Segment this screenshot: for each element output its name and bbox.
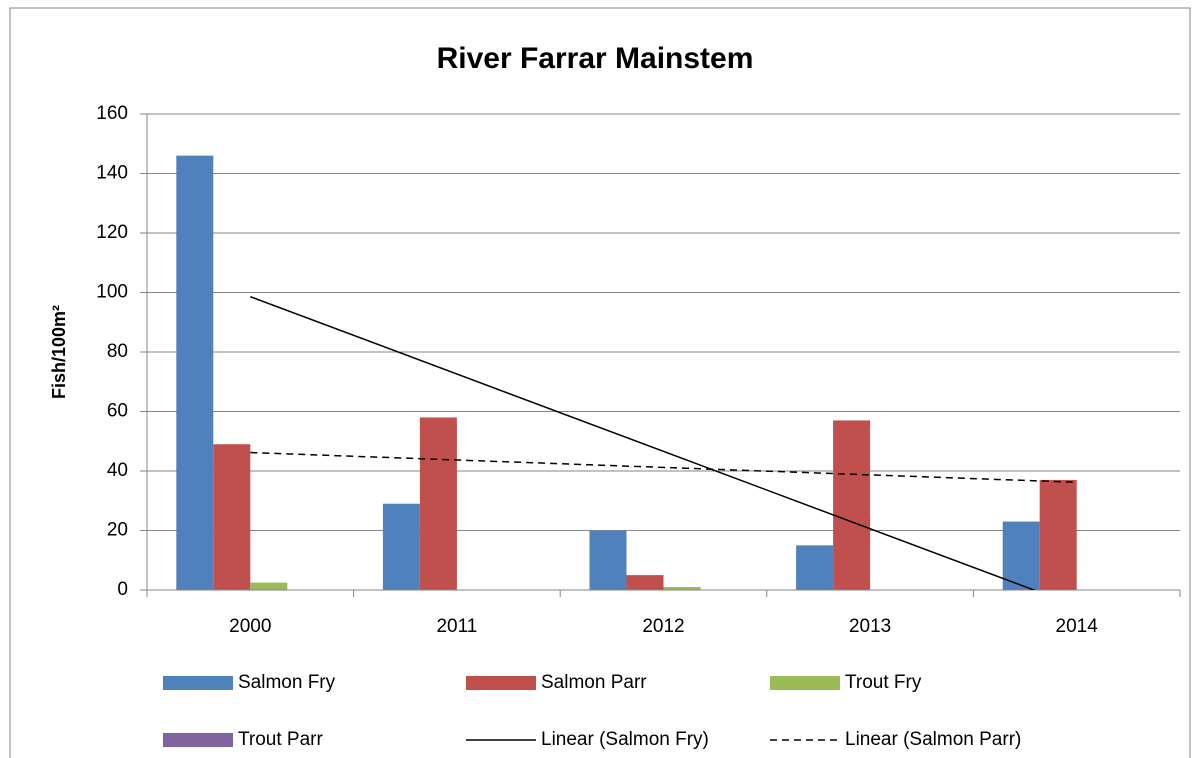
y-tick-label: 60 [107,401,128,422]
legend-label: Trout Fry [845,672,922,693]
y-tick-label: 140 [96,163,128,184]
chart-title: River Farrar Mainstem [437,42,754,75]
x-tick-label: 2014 [1056,616,1099,637]
bar [833,420,871,590]
x-tick-label: 2012 [642,616,684,637]
legend-label: Linear (Salmon Parr) [845,729,1021,750]
legend-swatch [770,676,840,690]
bar [382,503,420,590]
bar [213,444,251,590]
trendline [250,295,1036,590]
y-tick-label: 80 [107,341,128,362]
y-axis-label: Fish/100m² [49,305,69,399]
legend-swatch [163,676,233,690]
legend-label: Linear (Salmon Fry) [541,729,709,750]
bar [663,587,701,590]
bar [589,530,627,590]
y-tick-label: 40 [107,460,128,481]
legend-swatch [466,676,536,690]
x-tick-label: 2013 [849,616,891,637]
y-tick-label: 160 [96,103,128,124]
bar [626,575,664,590]
bar [176,155,214,590]
legend-label: Salmon Fry [238,672,336,693]
x-tick-label: 2011 [436,616,477,637]
legend-label: Trout Parr [238,729,323,750]
y-tick-label: 20 [107,520,128,541]
legend-label: Salmon Parr [541,672,647,693]
y-tick-label: 0 [117,579,128,600]
legend-swatch [163,733,233,747]
y-tick-label: 100 [96,282,128,303]
bar [1039,479,1077,590]
bar [796,545,834,590]
bar [1002,521,1040,590]
bar [419,417,457,590]
trendline [250,451,1077,484]
bar [250,582,288,590]
x-tick-label: 2000 [229,616,271,637]
y-tick-label: 120 [96,222,128,243]
